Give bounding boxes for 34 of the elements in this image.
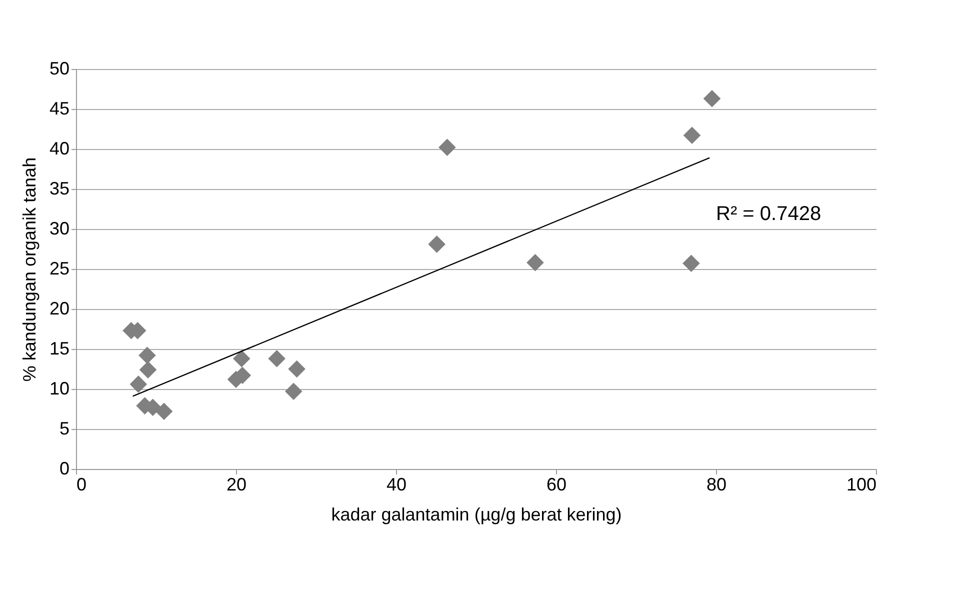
y-tick-label: 15 — [49, 338, 70, 358]
point — [288, 360, 306, 378]
point — [284, 382, 302, 400]
point — [428, 236, 446, 253]
y-tick-label: 35 — [49, 178, 70, 198]
point — [682, 254, 700, 272]
y-tick-label: 50 — [49, 58, 70, 78]
y-tick-label: 5 — [59, 418, 70, 438]
point — [155, 402, 173, 420]
point — [438, 138, 456, 156]
point — [703, 90, 721, 108]
point — [139, 361, 157, 378]
y-tick-label: 45 — [49, 98, 70, 118]
annotation: R² = 0.7428 — [716, 203, 822, 225]
x-tick-label: 0 — [76, 474, 87, 494]
point — [268, 350, 286, 368]
x-tick-label: 100 — [846, 474, 876, 494]
point — [232, 350, 250, 368]
y-tick-label: 30 — [49, 218, 70, 238]
y-tick-label: 20 — [49, 298, 70, 318]
y-tick-label: 25 — [49, 258, 70, 278]
point — [138, 346, 156, 364]
x-tick-label: 40 — [386, 474, 407, 494]
point — [130, 376, 148, 393]
y-tick-label: 40 — [49, 138, 70, 158]
x-tick-label: 80 — [706, 474, 727, 494]
x-tick-label: 20 — [226, 474, 247, 494]
y-tick-label: 0 — [59, 458, 70, 478]
x-tick-label: 60 — [546, 474, 567, 494]
point — [526, 254, 544, 272]
y-axis-title: % kandungan organik tanah — [19, 157, 40, 382]
x-axis-title: kadar galantamin (µg/g berat kering) — [331, 504, 622, 524]
y-tick-label: 10 — [49, 378, 70, 398]
point — [683, 126, 701, 144]
